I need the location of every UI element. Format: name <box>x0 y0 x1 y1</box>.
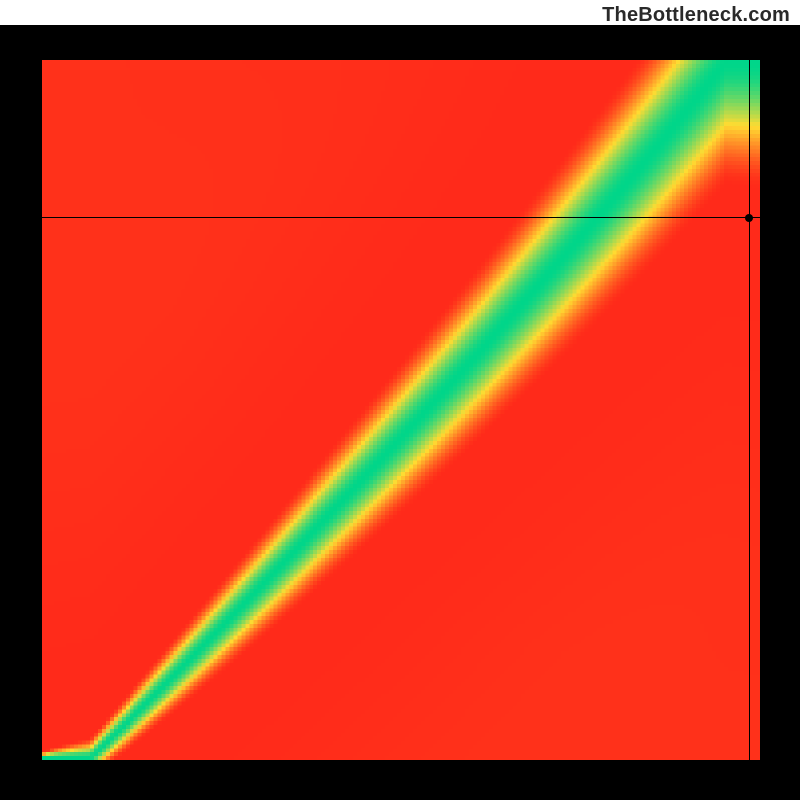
chart-container: { "watermark": "TheBottleneck.com", "can… <box>0 0 800 800</box>
bottleneck-heatmap <box>42 60 760 760</box>
crosshair-vertical <box>749 60 750 760</box>
frame-right <box>760 25 800 800</box>
frame-left <box>0 25 42 800</box>
frame-bottom <box>0 760 800 800</box>
frame-top <box>0 25 800 60</box>
watermark-text: TheBottleneck.com <box>602 4 790 27</box>
crosshair-marker <box>745 214 753 222</box>
crosshair-horizontal <box>42 217 760 218</box>
